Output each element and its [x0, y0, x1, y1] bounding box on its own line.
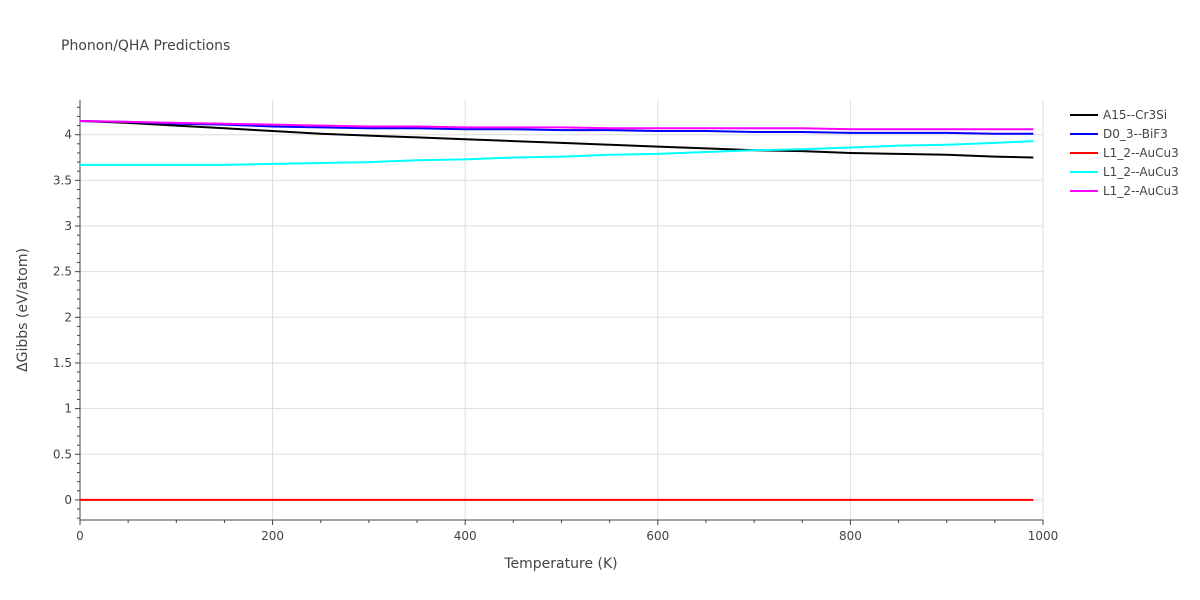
series-line	[79, 120, 1034, 159]
x-grid	[272, 100, 1044, 520]
legend-label: L1_2--AuCu3	[1103, 184, 1179, 198]
x-tick-label: 800	[839, 529, 862, 543]
y-tick-label: 1.5	[53, 356, 72, 370]
y-axis: 0 0.5 1 1.5 2 2.5 3 3.5 4	[53, 100, 81, 520]
y-tick-label: 4	[64, 128, 72, 142]
legend-label: L1_2--AuCu3	[1103, 146, 1179, 160]
y-axis-title: ΔGibbs (eV/atom)	[15, 248, 31, 372]
y-tick-label: 2	[64, 310, 72, 324]
legend: A15--Cr3Si D0_3--BiF3 L1_2--AuCu3 L1_2--AuC…	[1070, 108, 1179, 198]
x-tick-label: 400	[454, 529, 477, 543]
y-tick-label: 3.5	[53, 173, 72, 187]
legend-label: L1_2--AuCu3	[1103, 165, 1179, 179]
chart-title: Phonon/QHA Predictions	[61, 38, 230, 54]
y-tick-label: 1	[64, 402, 72, 416]
x-axis: 0 200 400 600 800 1000	[76, 519, 1059, 543]
y-tick-label: 0	[64, 493, 72, 507]
legend-label: D0_3--BiF3	[1103, 127, 1168, 141]
series-line	[80, 140, 1034, 166]
x-axis-title: Temperature (K)	[503, 556, 617, 572]
series-line	[79, 120, 1034, 135]
y-tick-label: 2.5	[53, 265, 72, 279]
series-lines	[79, 120, 1034, 501]
y-tick-label: 0.5	[53, 447, 72, 461]
x-tick-label: 200	[261, 529, 284, 543]
x-tick-label: 1000	[1028, 529, 1059, 543]
y-tick-label: 3	[64, 219, 72, 233]
x-tick-label: 0	[76, 529, 84, 543]
legend-label: A15--Cr3Si	[1103, 108, 1167, 122]
y-grid	[80, 134, 1043, 501]
x-tick-label: 600	[646, 529, 669, 543]
series-line	[79, 120, 1034, 131]
